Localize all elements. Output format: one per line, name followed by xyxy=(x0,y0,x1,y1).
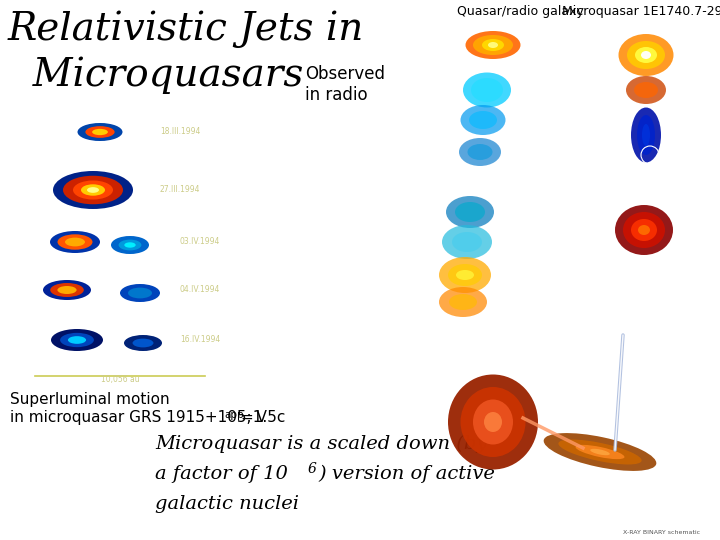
Ellipse shape xyxy=(471,78,503,102)
Text: in microquasar GRS 1915+105; V: in microquasar GRS 1915+105; V xyxy=(10,410,267,425)
Text: 04.IV.1994: 04.IV.1994 xyxy=(180,286,220,294)
Ellipse shape xyxy=(125,242,135,248)
Ellipse shape xyxy=(642,124,650,146)
Ellipse shape xyxy=(439,287,487,317)
Ellipse shape xyxy=(439,257,491,293)
Ellipse shape xyxy=(78,123,122,141)
Ellipse shape xyxy=(92,129,108,135)
Ellipse shape xyxy=(73,180,113,199)
Text: accretion
stream: accretion stream xyxy=(521,478,559,497)
Text: jet: jet xyxy=(640,335,651,344)
Ellipse shape xyxy=(467,144,492,160)
Text: $10^5$ light years: $10^5$ light years xyxy=(523,229,576,241)
Text: Superluminal motion: Superluminal motion xyxy=(10,392,170,407)
Ellipse shape xyxy=(452,232,482,252)
Ellipse shape xyxy=(442,225,492,259)
Text: Microquasars: Microquasars xyxy=(8,57,303,94)
Ellipse shape xyxy=(51,329,103,351)
Ellipse shape xyxy=(448,375,538,469)
Ellipse shape xyxy=(559,440,642,464)
Ellipse shape xyxy=(473,35,513,55)
Ellipse shape xyxy=(87,187,99,193)
Text: ) version of active: ) version of active xyxy=(318,465,495,483)
Text: galactic nuclei: galactic nuclei xyxy=(155,495,299,513)
Ellipse shape xyxy=(132,339,153,347)
Ellipse shape xyxy=(86,126,114,138)
Text: X-RAY BINARY schematic: X-RAY BINARY schematic xyxy=(623,530,700,535)
Ellipse shape xyxy=(456,270,474,280)
Text: Relativistic Jets in: Relativistic Jets in xyxy=(8,10,364,48)
Ellipse shape xyxy=(627,41,665,69)
Text: app: app xyxy=(224,410,243,420)
Ellipse shape xyxy=(626,76,666,104)
Ellipse shape xyxy=(469,111,497,129)
Text: 6: 6 xyxy=(308,462,317,476)
Ellipse shape xyxy=(618,34,673,76)
Ellipse shape xyxy=(58,234,92,249)
Text: 3  light years: 3 light years xyxy=(683,249,720,255)
Ellipse shape xyxy=(128,288,152,299)
Text: companion
star: companion star xyxy=(422,355,468,374)
Ellipse shape xyxy=(466,31,521,59)
Ellipse shape xyxy=(446,196,494,228)
Ellipse shape xyxy=(623,212,665,248)
Ellipse shape xyxy=(474,176,480,180)
Ellipse shape xyxy=(544,433,657,471)
Text: a factor of 10: a factor of 10 xyxy=(155,465,288,483)
Text: Observed
in radio: Observed in radio xyxy=(305,65,385,104)
Text: Microquasar is a scaled down (by: Microquasar is a scaled down (by xyxy=(155,435,487,453)
Ellipse shape xyxy=(60,333,94,347)
Ellipse shape xyxy=(459,138,501,166)
Ellipse shape xyxy=(631,219,657,241)
Ellipse shape xyxy=(455,202,485,222)
Ellipse shape xyxy=(631,107,661,163)
Ellipse shape xyxy=(53,171,133,209)
Ellipse shape xyxy=(488,42,498,48)
Ellipse shape xyxy=(473,400,513,444)
Ellipse shape xyxy=(81,184,105,195)
Text: 03.IV.1994: 03.IV.1994 xyxy=(180,238,220,246)
Ellipse shape xyxy=(471,174,483,182)
Ellipse shape xyxy=(120,284,160,302)
Text: Quasar/radio galaxy: Quasar/radio galaxy xyxy=(456,5,583,18)
Ellipse shape xyxy=(63,176,123,204)
Text: 10,056 au: 10,056 au xyxy=(101,375,139,384)
Ellipse shape xyxy=(634,82,658,98)
Text: accretion
disk: accretion disk xyxy=(565,400,605,420)
Ellipse shape xyxy=(50,283,84,297)
Ellipse shape xyxy=(641,51,651,59)
Ellipse shape xyxy=(68,336,86,344)
Ellipse shape xyxy=(119,240,141,251)
Ellipse shape xyxy=(484,412,502,432)
Ellipse shape xyxy=(43,280,91,300)
Text: 18.III.1994: 18.III.1994 xyxy=(160,127,200,137)
Ellipse shape xyxy=(50,231,100,253)
Ellipse shape xyxy=(58,286,76,294)
Ellipse shape xyxy=(575,445,624,459)
Ellipse shape xyxy=(461,105,505,135)
Text: Microquasar 1E1740.7-2942: Microquasar 1E1740.7-2942 xyxy=(562,5,720,18)
Ellipse shape xyxy=(111,236,149,254)
Ellipse shape xyxy=(461,387,526,457)
Ellipse shape xyxy=(590,449,610,455)
Ellipse shape xyxy=(463,72,511,107)
Ellipse shape xyxy=(637,115,655,155)
Ellipse shape xyxy=(615,205,673,255)
Text: 16.IV.1994: 16.IV.1994 xyxy=(180,335,220,345)
Ellipse shape xyxy=(638,225,650,235)
Ellipse shape xyxy=(448,264,482,286)
Ellipse shape xyxy=(449,294,477,310)
Ellipse shape xyxy=(482,39,504,51)
Ellipse shape xyxy=(65,238,85,246)
Ellipse shape xyxy=(124,335,162,351)
Text: 27.III.1994: 27.III.1994 xyxy=(160,186,200,194)
Text: =1.5c: =1.5c xyxy=(240,410,285,425)
Ellipse shape xyxy=(635,47,657,63)
